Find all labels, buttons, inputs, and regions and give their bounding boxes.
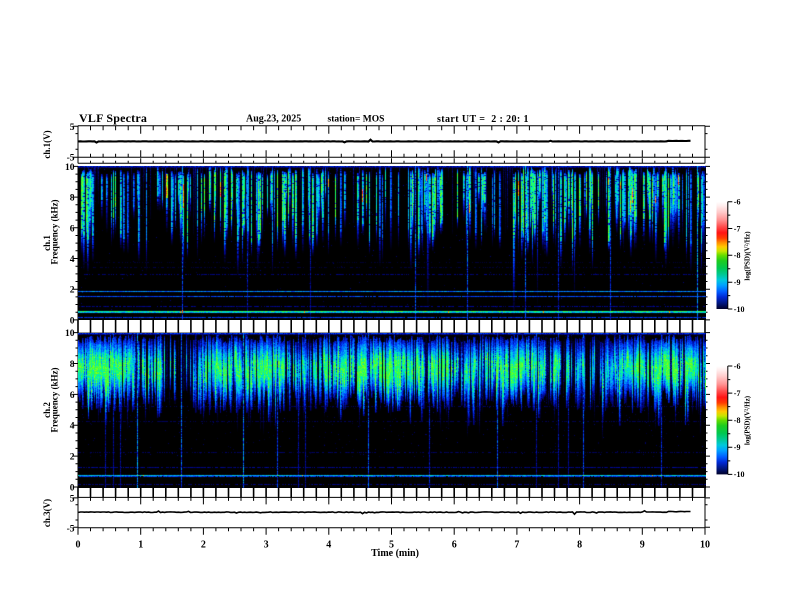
svg-text:-6: -6 bbox=[734, 198, 741, 207]
svg-text:ch.2: ch.2 bbox=[42, 402, 52, 418]
svg-text:-5: -5 bbox=[67, 154, 75, 164]
svg-text:-9: -9 bbox=[734, 443, 741, 452]
svg-text:8: 8 bbox=[577, 539, 582, 550]
svg-text:ch.1(V): ch.1(V) bbox=[42, 130, 52, 158]
svg-text:-9: -9 bbox=[734, 278, 741, 287]
svg-text:Time (min): Time (min) bbox=[371, 548, 419, 559]
svg-text:3: 3 bbox=[264, 539, 269, 550]
svg-text:0: 0 bbox=[70, 484, 75, 494]
svg-text:4: 4 bbox=[70, 255, 75, 265]
svg-text:-7: -7 bbox=[734, 389, 741, 398]
svg-text:-6: -6 bbox=[734, 362, 741, 371]
svg-text:6: 6 bbox=[70, 224, 75, 234]
svg-text:VLF Spectra: VLF Spectra bbox=[79, 111, 147, 125]
svg-text:-5: -5 bbox=[67, 524, 75, 534]
svg-text:4: 4 bbox=[70, 422, 75, 432]
svg-text:Frequency (kHz): Frequency (kHz) bbox=[50, 199, 60, 264]
svg-text:9: 9 bbox=[640, 539, 645, 550]
svg-text:ch.1: ch.1 bbox=[42, 235, 52, 251]
svg-text:2: 2 bbox=[70, 453, 75, 463]
svg-text:Aug.23, 2025: Aug.23, 2025 bbox=[246, 114, 301, 125]
svg-text:5: 5 bbox=[70, 494, 75, 504]
svg-text:6: 6 bbox=[70, 391, 75, 401]
svg-text:10: 10 bbox=[65, 163, 75, 173]
svg-text:8: 8 bbox=[70, 360, 75, 370]
svg-text:5: 5 bbox=[70, 123, 75, 133]
svg-text:station= MOS: station= MOS bbox=[328, 115, 385, 125]
svg-text:0: 0 bbox=[70, 316, 75, 326]
svg-text:8: 8 bbox=[70, 194, 75, 204]
svg-text:-10: -10 bbox=[734, 305, 745, 314]
svg-text:-8: -8 bbox=[734, 251, 741, 260]
svg-text:-10: -10 bbox=[734, 470, 745, 479]
svg-text:log(PSD)(V²/Hz): log(PSD)(V²/Hz) bbox=[744, 231, 752, 281]
svg-text:-8: -8 bbox=[734, 416, 741, 425]
svg-text:10: 10 bbox=[65, 329, 75, 339]
svg-text:1: 1 bbox=[138, 539, 143, 550]
svg-text:7: 7 bbox=[514, 539, 519, 550]
svg-text:5: 5 bbox=[389, 539, 394, 550]
svg-text:2: 2 bbox=[201, 539, 206, 550]
svg-text:10: 10 bbox=[700, 539, 710, 550]
svg-text:Frequency (kHz): Frequency (kHz) bbox=[50, 367, 60, 432]
svg-text:0: 0 bbox=[76, 539, 81, 550]
svg-text:log(PSD)(V²/Hz): log(PSD)(V²/Hz) bbox=[744, 395, 752, 445]
svg-text:4: 4 bbox=[326, 539, 331, 550]
svg-text:start UT = 2 : 20: 1: start UT = 2 : 20: 1 bbox=[437, 114, 529, 125]
svg-text:2: 2 bbox=[70, 286, 75, 296]
svg-text:6: 6 bbox=[452, 539, 457, 550]
svg-text:ch.3(V): ch.3(V) bbox=[42, 499, 52, 527]
svg-text:-7: -7 bbox=[734, 224, 741, 233]
